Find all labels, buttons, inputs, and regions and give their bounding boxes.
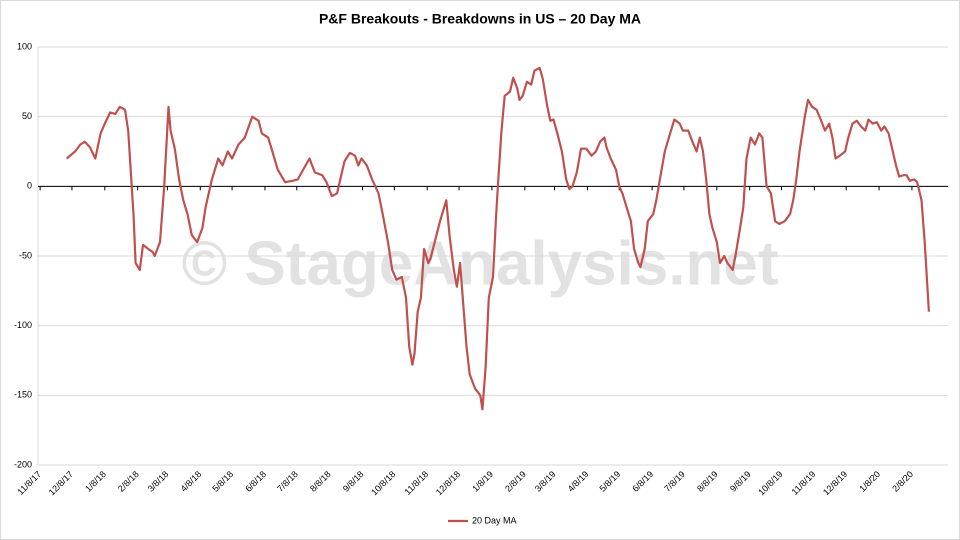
y-tick-label: -50 (19, 250, 32, 260)
y-tick-label: 100 (17, 41, 32, 51)
y-tick-label: -150 (14, 390, 32, 400)
chart-title: P&F Breakouts - Breakdowns in US – 20 Da… (319, 11, 641, 27)
y-tick-label: -100 (14, 320, 32, 330)
y-tick-label: 50 (22, 111, 32, 121)
y-tick-label: 0 (27, 181, 32, 191)
line-series (65, 66, 930, 411)
watermark: © StageAnalysis.net (182, 229, 779, 298)
legend-label: 20 Day MA (472, 515, 517, 525)
y-tick-label: -200 (14, 459, 32, 469)
